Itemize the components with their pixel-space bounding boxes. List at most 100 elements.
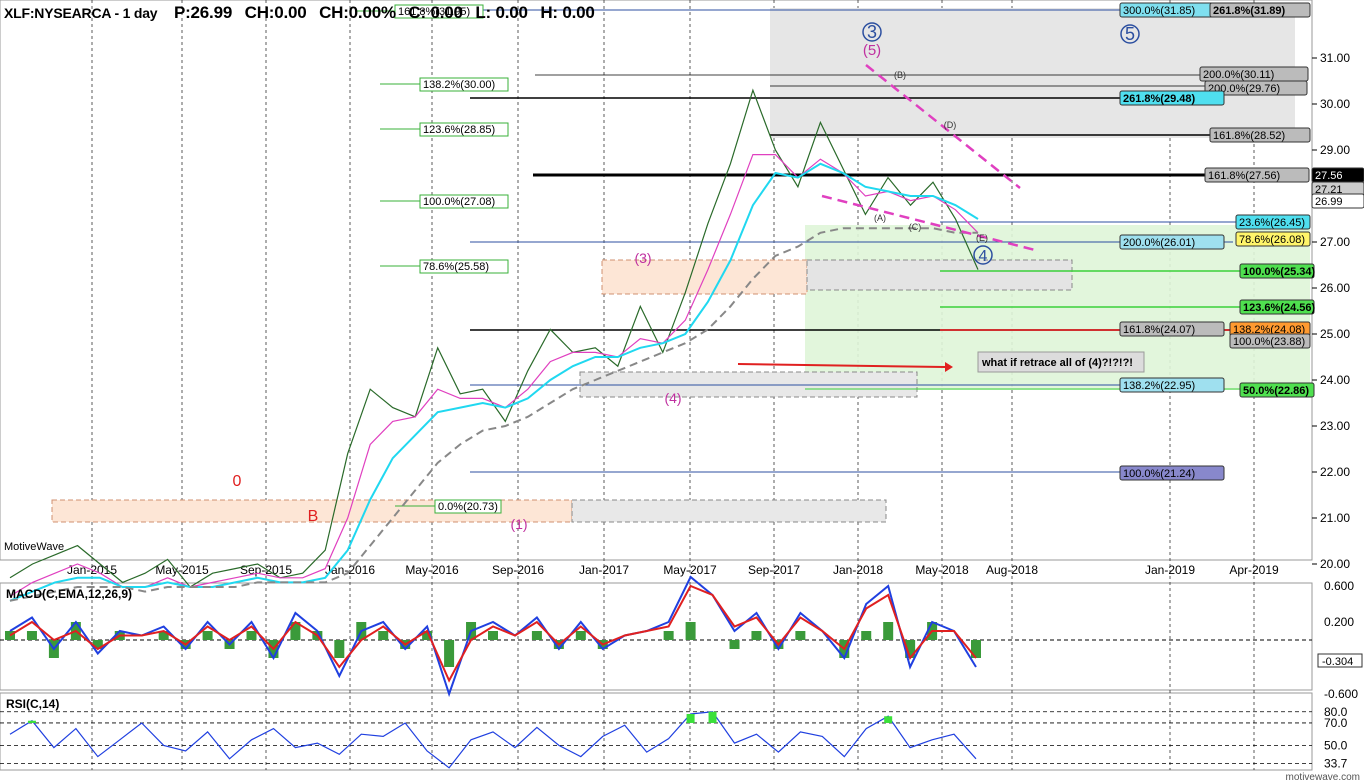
fib-label-box [419,194,509,209]
annotation-arrow [737,363,946,368]
wave-circle [973,245,993,265]
right-label: 100.0%(21.24) [1123,468,1195,480]
symbol-label: XLF:NYSEARCA - 1 day [4,5,158,21]
macd-panel-label: MACD(C,EMA,12,26,9) [6,587,133,601]
triangle-upper-line [865,64,1021,189]
right-label: 200.0%(26.01) [1123,237,1195,249]
fib-label: 161.8%(31.95) [398,6,470,18]
wave-label: (5) [863,42,881,59]
x-tick-label: Sep-2016 [492,563,544,577]
macd-current-box [1317,653,1363,668]
y-tick-label: 31.00 [1320,51,1350,65]
macd-histogram-bar [488,631,498,640]
right-label: 26.99 [1315,196,1343,208]
wave-label: 5 [1125,24,1135,44]
right-label-box [1119,465,1225,481]
right-label-box [1239,382,1315,398]
price-value: P:26.99 [173,3,233,22]
x-tick-label: Aug-2018 [986,563,1038,577]
wave-label: (D) [944,120,957,130]
right-label-box [1119,321,1225,337]
right-label: 161.8%(24.07) [1123,324,1195,336]
y-tick-label: 29.00 [1320,143,1350,157]
macd-line [9,575,977,698]
fib-label-box [394,4,484,19]
rsi-overbought-fill [884,716,893,723]
x-tick-label: Jan-2019 [1145,563,1195,577]
macd-histogram-bar [290,622,301,640]
right-label: 50.0%(22.86) [1243,385,1309,397]
rsi-tick-label: 80.0 [1324,705,1348,719]
macd-histogram-bar [334,640,345,658]
right-label: 27.56 [1315,170,1343,182]
y-tick-label: 27.00 [1320,235,1350,249]
right-label-box [1209,2,1311,18]
y-tick-label: 30.00 [1320,97,1350,111]
right-label-box [1229,333,1311,349]
macd-tick-label: 0.600 [1324,579,1354,593]
footer-credit: motivewave.com [1285,772,1360,783]
right-label: 78.6%(26.08) [1239,234,1305,246]
fib-label: 78.6%(25.58) [423,261,489,273]
y-tick-label: 24.00 [1320,373,1350,387]
right-label: 261.8%(31.89) [1213,5,1285,17]
right-label-box [1119,234,1225,250]
rsi-overbought-fill [686,714,695,723]
right-label-box [1209,127,1311,143]
high-value: H: 0.00 [540,3,595,22]
macd-current-value: -0.304 [1322,656,1353,668]
wave-circle [862,22,882,42]
annotation-box [977,351,1145,373]
right-label-box [1204,167,1310,183]
y-tick-label: 25.00 [1320,327,1350,341]
macd-histogram-bar [531,631,542,640]
watermark: MotiveWave [4,541,65,553]
macd-histogram-bar [202,631,213,640]
arrow-head [945,362,953,372]
right-label: 161.8%(27.56) [1208,170,1280,182]
rsi-tick-label: 33.7 [1324,757,1348,771]
wave-label: 4 [979,248,988,265]
right-label: 100.0%(23.88) [1233,336,1305,348]
x-tick-label: Sep-2015 [240,563,292,577]
macd-histogram-bar [729,640,740,649]
y-tick-label: 20.00 [1320,557,1350,571]
ma-mid-line [9,162,979,602]
right-label: 138.2%(24.08) [1233,324,1305,336]
wave-circle [1120,24,1140,44]
macd-tick-label: -0.600 [1324,687,1358,701]
change-value: CH:0.00 [244,3,307,22]
rsi-line [9,711,977,769]
right-label: 123.6%(24.56) [1243,302,1315,314]
macd-histogram-bar [905,640,916,658]
right-label: 261.8%(29.48) [1123,93,1195,105]
macd-histogram-bar [26,631,37,640]
macd-histogram-bar [883,622,894,640]
macd-histogram-bar [575,631,586,640]
y-tick-label: 23.00 [1320,419,1350,433]
ma-fast-line [9,154,979,597]
low-value: L: 0.00 [475,3,528,22]
macd-histogram-bar [751,631,762,640]
x-tick-label: Jan-2017 [579,563,629,577]
rsi-tick-label: 50.0 [1324,738,1348,752]
right-label: 27.21 [1315,184,1343,196]
rsi-panel [0,692,1313,771]
rsi-overbought-fill [708,711,717,723]
right-label-box [1311,193,1364,209]
x-tick-label: Apr-2019 [1229,563,1279,577]
macd-histogram-bar [422,631,433,640]
wave-label: (1) [510,516,527,532]
macd-histogram-bar [685,622,696,640]
wave-label: (A) [874,213,886,223]
fib-label: 100.0%(27.08) [423,196,495,208]
macd-tick-label: 0.200 [1324,615,1354,629]
wave-label: (3) [634,250,651,266]
y-tick-label: 22.00 [1320,465,1350,479]
right-label-box [1204,80,1308,96]
right-label: 138.2%(22.95) [1123,380,1195,392]
x-tick-label: Sep-2017 [748,563,800,577]
right-label: 300.0%(31.85) [1123,5,1195,17]
fib-label-box [419,77,509,92]
wave-label: (4) [664,390,681,406]
